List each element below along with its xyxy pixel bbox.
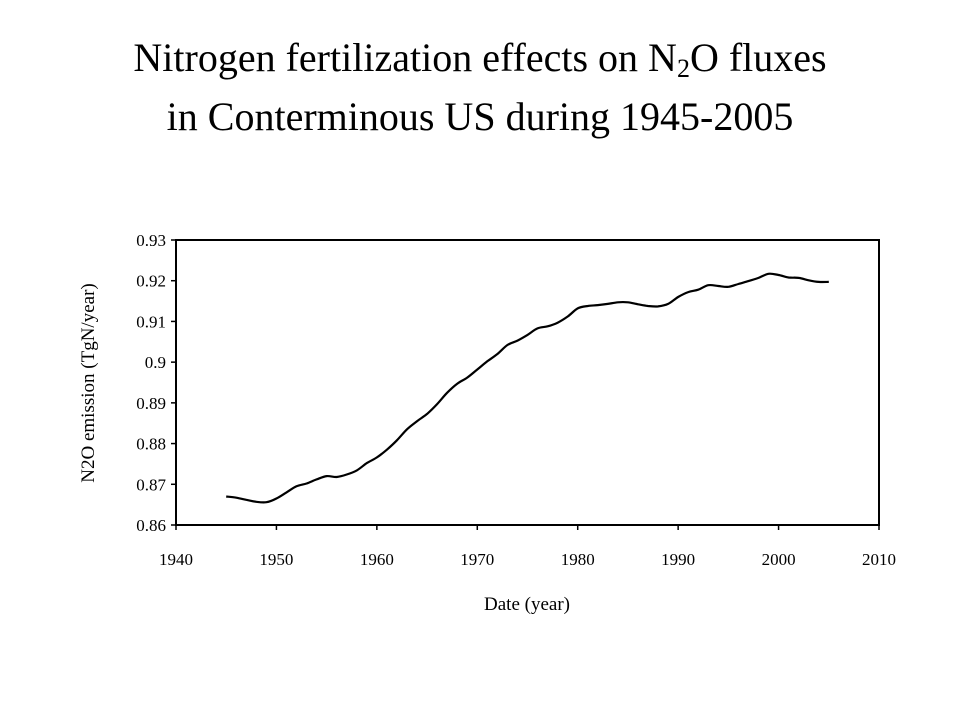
y-axis-ticks: 0.86 0.87 0.88 0.89 0.9 0.91 0.92 0.93	[136, 231, 176, 535]
x-tick-label: 1960	[360, 550, 394, 569]
x-tick-label: 1970	[460, 550, 494, 569]
title-line-1-pre: Nitrogen fertilization effects on N	[133, 35, 677, 80]
y-tick-label: 0.87	[136, 475, 166, 494]
y-tick-label: 0.9	[145, 353, 166, 372]
title-subscript: 2	[676, 54, 690, 83]
y-tick-label: 0.91	[136, 312, 166, 331]
y-tick-label: 0.88	[136, 435, 166, 454]
series-line	[226, 272, 829, 504]
chart-title: Nitrogen fertilization effects on N2O fl…	[0, 34, 960, 141]
x-tick-label: 2000	[762, 550, 796, 569]
plot-frame	[175, 239, 880, 526]
title-line-1-post: O fluxes	[689, 35, 827, 80]
y-tick-label: 0.92	[136, 272, 166, 291]
x-axis-ticks: 1940 1950 1960 1970 1980 1990 2000 2010	[159, 525, 896, 569]
title-line-1: Nitrogen fertilization effects on N2O fl…	[0, 34, 960, 93]
x-tick-label: 1980	[561, 550, 595, 569]
x-axis-label: Date (year)	[484, 594, 570, 615]
y-axis-label: N2O emission (TgN/year)	[78, 283, 99, 482]
x-tick-label: 2010	[862, 550, 896, 569]
x-tick-label: 1940	[159, 550, 193, 569]
x-tick-label: 1950	[259, 550, 293, 569]
x-tick-label: 1990	[661, 550, 695, 569]
title-line-2: in Conterminous US during 1945-2005	[166, 94, 794, 139]
y-tick-label: 0.89	[136, 394, 166, 413]
y-tick-label: 0.93	[136, 231, 166, 250]
y-tick-label: 0.86	[136, 516, 166, 535]
